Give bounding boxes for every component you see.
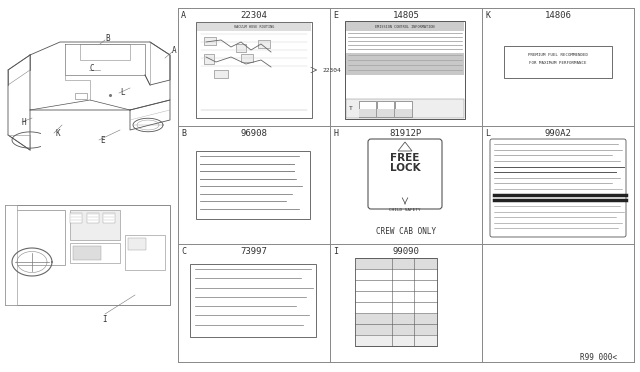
Text: I: I (333, 247, 338, 256)
Bar (125, 235, 165, 270)
Text: LOCK: LOCK (390, 163, 420, 173)
Text: FREE: FREE (390, 153, 420, 163)
Bar (346, 99, 464, 118)
Bar (504, 46, 612, 78)
Text: 99090: 99090 (392, 247, 419, 256)
Bar (346, 22, 464, 31)
Text: C: C (181, 247, 186, 256)
FancyBboxPatch shape (490, 139, 626, 237)
Text: 14806: 14806 (545, 11, 572, 20)
Text: 990A2: 990A2 (545, 129, 572, 138)
Bar (355, 336, 436, 346)
Bar (241, 54, 253, 62)
Text: FOR MAXIMUM PERFORMANCE: FOR MAXIMUM PERFORMANCE (529, 61, 587, 65)
Text: R99 000<: R99 000< (580, 353, 617, 362)
Bar (190, 264, 316, 337)
Text: VACUUM HOSE ROUTING: VACUUM HOSE ROUTING (234, 25, 274, 29)
Text: CREW CAB ONLY: CREW CAB ONLY (376, 227, 436, 236)
Bar (70, 210, 120, 240)
Bar (377, 109, 394, 117)
Text: 73997: 73997 (241, 247, 268, 256)
Text: 22304: 22304 (241, 11, 268, 20)
Bar (70, 243, 120, 263)
Text: 96908: 96908 (241, 129, 268, 138)
Text: A: A (172, 45, 177, 55)
Text: L: L (485, 129, 490, 138)
Bar (204, 37, 216, 45)
Bar (197, 23, 311, 31)
Text: H: H (333, 129, 338, 138)
Bar (377, 101, 394, 117)
Text: T: T (349, 106, 353, 110)
Bar (128, 238, 146, 250)
Bar (87, 213, 99, 223)
Bar (75, 93, 87, 99)
Bar (5, 205, 170, 305)
Bar (236, 44, 246, 52)
Text: PREMIUM FUEL RECOMMENDED: PREMIUM FUEL RECOMMENDED (528, 53, 588, 57)
Bar (196, 22, 312, 118)
Bar (196, 151, 310, 219)
Text: 22304: 22304 (322, 67, 340, 73)
Text: EMISSION CONTROL INFORMATION: EMISSION CONTROL INFORMATION (375, 25, 435, 29)
Bar (103, 213, 115, 223)
Text: 81912P: 81912P (390, 129, 422, 138)
Text: B: B (105, 33, 109, 42)
Text: H: H (22, 118, 27, 126)
Text: C: C (90, 64, 95, 73)
Text: E: E (333, 11, 338, 20)
Bar (258, 40, 270, 48)
Text: B: B (181, 129, 186, 138)
Text: 14805: 14805 (392, 11, 419, 20)
Bar (5, 205, 17, 305)
Bar (346, 53, 464, 75)
Text: A: A (181, 11, 186, 20)
Bar (359, 109, 376, 117)
FancyBboxPatch shape (368, 139, 442, 209)
Text: CHILD SAFETY: CHILD SAFETY (389, 208, 420, 212)
Text: E: E (100, 135, 104, 144)
Text: K: K (485, 11, 490, 20)
Bar (395, 109, 412, 117)
Bar (355, 258, 437, 346)
Bar (73, 246, 101, 260)
Text: K: K (55, 128, 60, 138)
Bar (355, 259, 436, 269)
Text: I: I (102, 315, 108, 324)
Bar (70, 213, 82, 223)
Bar (204, 54, 214, 64)
Bar (10, 210, 65, 265)
Bar (355, 314, 436, 334)
Text: L: L (120, 87, 125, 96)
Bar (214, 70, 228, 78)
Bar (395, 101, 412, 117)
Bar (345, 21, 465, 119)
Bar (359, 101, 376, 117)
